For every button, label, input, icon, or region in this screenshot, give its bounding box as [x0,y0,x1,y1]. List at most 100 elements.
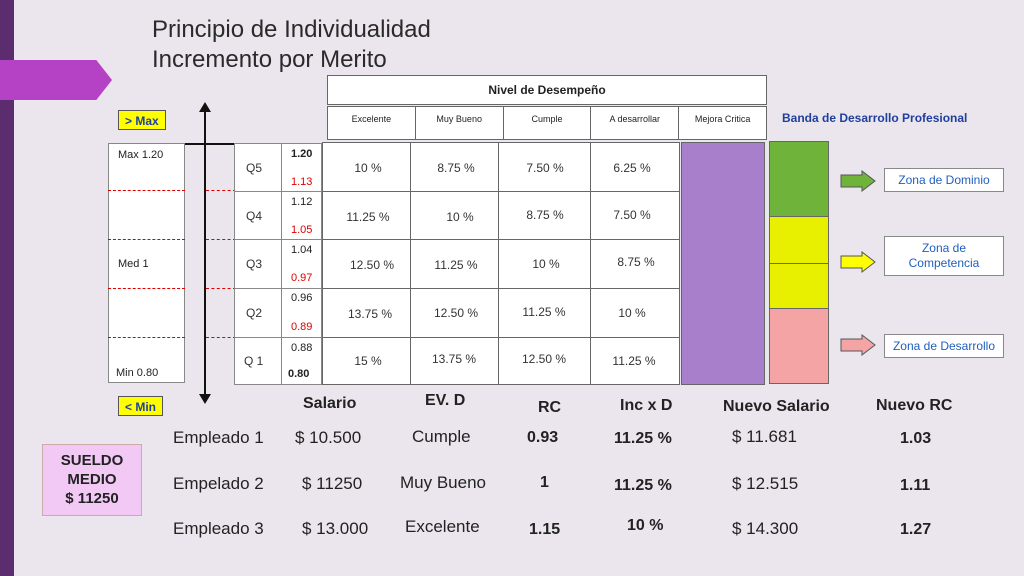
merit-cell: 10 % [618,306,646,320]
max-marker: > Max [118,110,166,130]
employee-new-rc: 1.03 [900,430,932,447]
quintile-row-divider [234,191,322,192]
quintile-table [234,143,322,385]
quintile-range-bottom: 0.80 [288,368,310,380]
merit-cell: 15 % [354,354,382,368]
quintile-range-top: 1.12 [291,196,313,208]
performance-header: Nivel de Desempeño [327,75,767,105]
merit-cell: 7.50 % [613,208,651,222]
merit-cell: 11.25 % [522,305,566,319]
employee-new-salary: $ 11.681 [732,427,797,446]
quintile-row-divider [234,337,322,338]
grid-col-divider [590,142,591,385]
quintile-range-top: 0.88 [291,342,313,354]
merit-cell: 10 % [532,257,560,271]
perf-col-excelente: Excelente [328,107,416,139]
scale-divider [108,190,185,191]
merit-cell: 6.25 % [613,161,651,175]
perf-col-mejora-critica: Mejora Critica [694,114,751,124]
scale-divider [108,337,185,338]
zone-arrow-dominio [840,170,876,192]
employee-increment: 11.25 % [614,430,672,447]
header-rc: RC [538,399,562,416]
perf-col-muy-bueno: Muy Bueno [416,107,504,139]
perf-col-a-desarrollar: A desarrollar [591,107,680,139]
merit-cell: 8.75 % [526,208,564,222]
grid-row-divider [322,288,680,289]
quintile-row-divider [234,239,322,240]
employee-increment: 11.25 % [614,477,672,494]
merit-cell: 13.75 % [347,307,393,321]
scale-divider [108,288,185,289]
header-ev: EV. D [425,392,466,409]
employee-evaluation: Cumple [412,427,471,446]
merit-cell: 11.25 % [434,258,478,272]
quintile-range-bottom: 1.05 [291,224,313,236]
quintile-range-bottom: 1.13 [291,176,313,188]
quintile-label: Q 1 [244,354,264,368]
merit-cell: 12.50 % [433,306,479,320]
merit-cell: 11.25 % [346,210,390,224]
quintile-label: Q3 [246,257,263,271]
merit-cell: 8.75 % [437,161,475,175]
band-competencia-lower [769,263,829,309]
top-scale-line [185,143,235,145]
employee-rc: 0.93 [527,429,559,446]
employee-name: Empleado 1 [173,428,264,447]
merit-cell: 10 % [354,161,382,175]
zone-arrow-competencia [840,251,876,273]
employee-new-salary: $ 14.300 [732,519,799,538]
quintile-range-top: 0.96 [291,292,313,304]
scale-divider [206,239,236,240]
header-nuevo-rc: Nuevo RC [876,397,953,414]
scale-divider [206,190,236,191]
band-dominio [769,141,829,217]
banda-title: Banda de Desarrollo Profesional [782,111,968,125]
zone-competencia-label: Zona de Competencia [884,236,1004,276]
employee-evaluation: Excelente [405,517,480,536]
employee-name: Empleado 3 [173,519,264,538]
grid-col-divider [498,142,499,385]
scale-divider [108,239,185,240]
zone-desarrollo-label: Zona de Desarrollo [884,334,1004,358]
vertical-range-arrow [199,102,211,404]
zone-dominio-label: Zona de Dominio [884,168,1004,192]
grid-row-divider [322,239,680,240]
merit-cell: 7.50 % [526,161,564,175]
scale-divider [206,337,236,338]
performance-columns: Excelente Muy Bueno Cumple A desarrollar… [327,106,767,140]
employee-increment: 10 % [627,517,664,534]
scale-max-label: Max 1.20 [118,149,164,161]
band-desarrollo [769,308,829,384]
quintile-label: Q4 [246,209,263,223]
quintile-range-top: 1.20 [291,148,313,160]
merit-cell: 13.75 % [431,352,477,366]
zone-arrow-desarrollo [840,334,876,356]
employee-salary: $ 13.000 [302,519,369,538]
salary-scale-box [108,143,185,383]
employee-evaluation: Muy Bueno [400,473,486,492]
employee-salary: $ 10.500 [295,428,362,447]
page-title: Principio de Individualidad [152,16,431,43]
employee-new-rc: 1.27 [900,521,932,538]
quintile-range-bottom: 0.89 [291,321,313,333]
min-marker: < Min [118,396,164,416]
scale-min-label: Min 0.80 [116,367,159,379]
grid-col-divider [410,142,411,385]
quintile-range-bottom: 0.97 [291,272,313,284]
employee-rc: 1 [540,474,549,491]
employee-name: Empelado 2 [173,474,264,493]
perf-col-cumple: Cumple [504,107,592,139]
page-subtitle: Incremento por Merito [152,46,387,73]
sueldo-value: $ 11250 [65,490,119,507]
grid-row-divider [322,191,680,192]
employee-new-salary: $ 12.515 [732,474,799,493]
header-nuevo-salario: Nuevo Salario [723,398,830,415]
mejora-critica-column [681,142,765,385]
employee-salary: $ 11250 [302,474,363,493]
decor-side-bar [0,0,14,576]
quintile-label: Q2 [246,306,263,320]
merit-grid [322,142,680,385]
grid-row-divider [322,337,680,338]
header-salario: Salario [303,395,357,412]
